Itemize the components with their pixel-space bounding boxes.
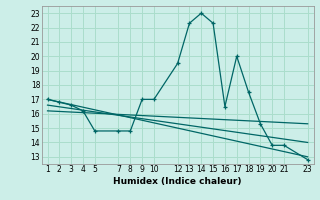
X-axis label: Humidex (Indice chaleur): Humidex (Indice chaleur) <box>113 177 242 186</box>
